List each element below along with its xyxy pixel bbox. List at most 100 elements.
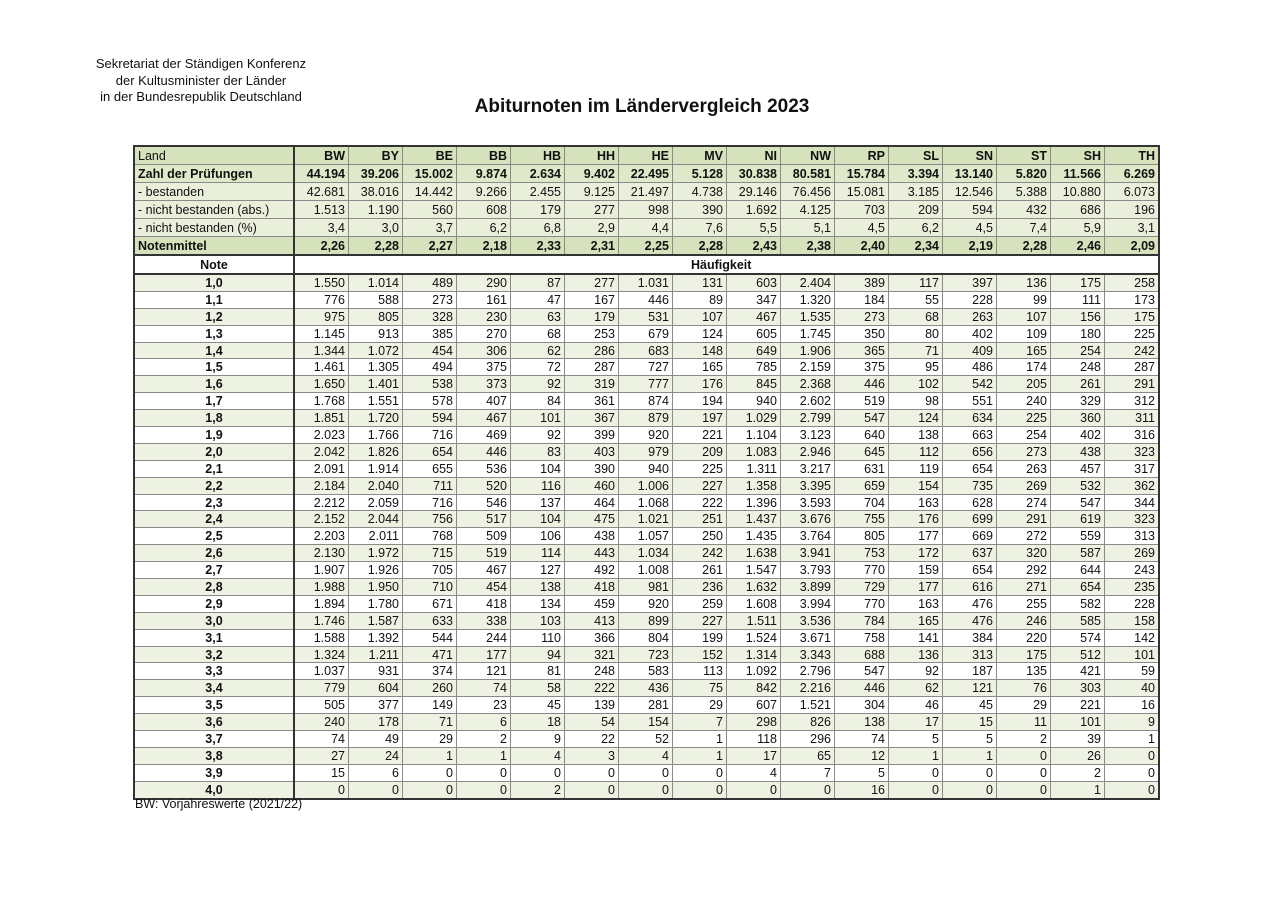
value-cell: 4 [510, 746, 565, 765]
value-cell: 608 [456, 200, 511, 219]
value-cell: 179 [564, 307, 619, 326]
value-cell: 3.941 [780, 544, 835, 563]
value-cell: 159 [888, 561, 943, 580]
value-cell: 2.634 [510, 164, 565, 183]
grade-label: 1,2 [133, 307, 295, 326]
value-cell: 1.311 [726, 459, 781, 478]
value-cell: 240 [996, 392, 1051, 411]
value-cell: 258 [1104, 273, 1160, 292]
value-cell: 131 [672, 273, 727, 292]
value-cell: 92 [510, 375, 565, 394]
value-cell: 920 [618, 426, 673, 444]
value-cell: 1.513 [293, 200, 349, 219]
value-cell: 209 [888, 200, 943, 219]
frequency-header: Häufigkeit [293, 254, 1160, 275]
value-cell: 399 [564, 426, 619, 444]
grade-label: 1,7 [133, 392, 295, 411]
value-cell: 436 [618, 679, 673, 698]
value-cell: 6.269 [1104, 164, 1160, 183]
value-cell: 4.738 [672, 182, 727, 201]
value-cell: 3.994 [780, 594, 835, 613]
value-cell: 0 [564, 780, 619, 800]
grade-label: 1,6 [133, 375, 295, 394]
state-header: ST [996, 145, 1051, 165]
value-cell: 59 [1104, 662, 1160, 681]
value-cell: 683 [618, 341, 673, 360]
value-cell: 0 [618, 763, 673, 782]
value-cell: 699 [942, 510, 997, 529]
value-cell: 7,4 [996, 218, 1051, 237]
value-cell: 136 [996, 273, 1051, 292]
value-cell: 2,34 [888, 236, 943, 256]
value-cell: 161 [456, 290, 511, 309]
value-cell: 375 [834, 358, 889, 377]
value-cell: 10.880 [1050, 182, 1105, 201]
value-cell: 291 [996, 510, 1051, 529]
value-cell: 83 [510, 442, 565, 461]
value-cell: 975 [293, 307, 349, 326]
value-cell: 1.305 [348, 358, 403, 377]
value-cell: 1.145 [293, 324, 349, 343]
value-cell: 1.021 [618, 510, 673, 529]
value-cell: 22 [564, 730, 619, 748]
value-cell: 225 [672, 459, 727, 478]
value-cell: 5.388 [996, 182, 1051, 201]
grade-label: 3,6 [133, 713, 295, 732]
value-cell: 104 [510, 510, 565, 529]
value-cell: 644 [1050, 561, 1105, 580]
value-cell: 89 [672, 290, 727, 309]
value-cell: 1.521 [780, 696, 835, 715]
value-cell: 981 [618, 578, 673, 596]
table-row: 1,1 776 588 273 161 47 167 446 89 347 1.320 184 55 22… [133, 290, 1160, 309]
value-cell: 546 [456, 493, 511, 512]
value-cell: 365 [834, 341, 889, 360]
value-cell: 94 [510, 645, 565, 664]
value-cell: 688 [834, 645, 889, 664]
value-cell: 152 [672, 645, 727, 664]
value-cell: 1.511 [726, 611, 781, 630]
value-cell: 755 [834, 510, 889, 529]
value-cell: 505 [293, 696, 349, 715]
value-cell: 246 [996, 611, 1051, 630]
value-cell: 136 [888, 645, 943, 664]
grade-label: 2,0 [133, 442, 295, 461]
value-cell: 634 [942, 409, 997, 428]
value-cell: 124 [672, 324, 727, 343]
value-cell: 756 [402, 510, 457, 529]
value-cell: 209 [672, 442, 727, 461]
org-line: in der Bundesrepublik Deutschland [100, 89, 302, 104]
value-cell: 2.404 [780, 273, 835, 292]
value-cell: 438 [1050, 442, 1105, 461]
value-cell: 1 [672, 730, 727, 748]
value-cell: 290 [456, 273, 511, 292]
table-row: 1,8 1.851 1.720 594 467 101 367 879 197 1.029 2.79… [133, 409, 1160, 428]
value-cell: 1 [456, 746, 511, 765]
value-cell: 272 [996, 527, 1051, 546]
value-cell: 0 [996, 763, 1051, 782]
value-cell: 196 [1104, 200, 1160, 219]
value-cell: 230 [456, 307, 511, 326]
value-cell: 255 [996, 594, 1051, 613]
value-cell: 109 [996, 324, 1051, 343]
value-cell: 913 [348, 324, 403, 343]
value-cell: 1.550 [293, 273, 349, 292]
value-cell: 631 [834, 459, 889, 478]
value-cell: 15.784 [834, 164, 889, 183]
value-cell: 55 [888, 290, 943, 309]
value-cell: 6,2 [888, 218, 943, 237]
value-cell: 454 [456, 578, 511, 596]
value-cell: 273 [402, 290, 457, 309]
value-cell: 659 [834, 476, 889, 495]
value-cell: 2,25 [618, 236, 673, 256]
value-cell: 167 [564, 290, 619, 309]
value-cell: 95 [888, 358, 943, 377]
value-cell: 389 [834, 273, 889, 292]
value-cell: 1 [1104, 730, 1160, 748]
value-cell: 940 [618, 459, 673, 478]
value-cell: 727 [618, 358, 673, 377]
value-cell: 2.011 [348, 527, 403, 546]
value-cell: 1.211 [348, 645, 403, 664]
value-cell: 459 [564, 594, 619, 613]
value-cell: 1.320 [780, 290, 835, 309]
value-cell: 242 [672, 544, 727, 563]
